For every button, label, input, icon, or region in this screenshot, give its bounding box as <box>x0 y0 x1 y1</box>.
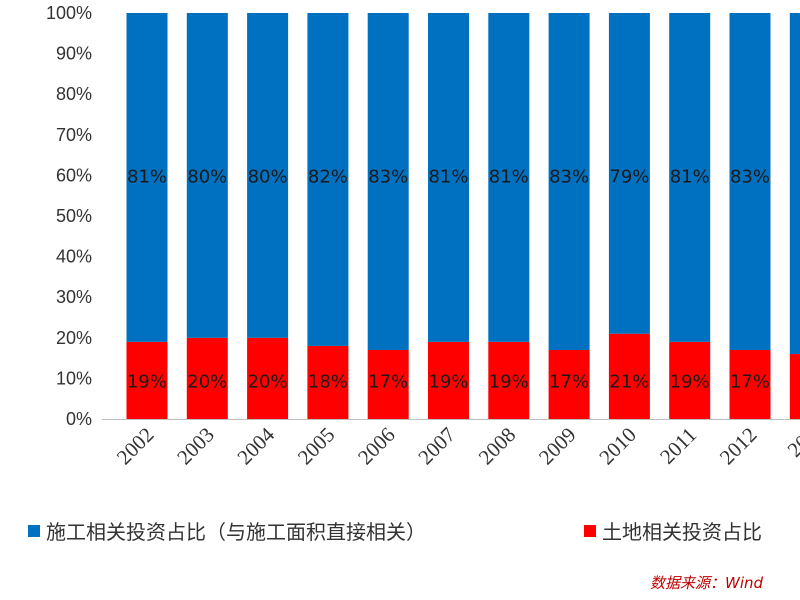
x-tick-label: 2007 <box>413 423 460 470</box>
bar-segment-construction <box>126 13 168 342</box>
data-label-construction: 81% <box>428 166 468 187</box>
x-tick-label: 2003 <box>172 423 219 470</box>
data-label-land: 17% <box>549 371 589 392</box>
legend: 施工相关投资占比（与施工面积直接相关） 土地相关投资占比 <box>10 516 800 556</box>
data-label-construction: 81% <box>127 166 167 187</box>
x-tick-label: 2010 <box>594 423 641 470</box>
y-tick-label: 20% <box>56 328 92 348</box>
x-tick-label: 2011 <box>655 423 701 469</box>
bar-segment-land <box>488 341 530 419</box>
y-tick-label: 70% <box>56 125 92 145</box>
y-axis: 0% 10% 20% 30% 40% 50% 60% 70% 80% 90% 100% <box>46 3 800 429</box>
bar-segment-construction <box>307 13 349 346</box>
bar-segment-land <box>729 349 771 419</box>
x-tick-label: 2006 <box>353 423 400 470</box>
y-tick-label: 90% <box>56 44 92 64</box>
y-tick-label: 0% <box>66 409 92 429</box>
legend-swatch-red <box>584 524 596 537</box>
data-label-land: 19% <box>489 371 529 392</box>
x-tick-label: 2002 <box>112 423 159 470</box>
data-label-land: 18% <box>308 371 348 392</box>
data-label-land: 19% <box>670 371 710 392</box>
legend-label-construction: 施工相关投资占比（与施工面积直接相关） <box>46 520 426 544</box>
y-tick-label: 30% <box>56 287 92 307</box>
x-tick-label: 2008 <box>474 423 521 470</box>
bar-segment-construction <box>548 13 590 350</box>
source-note: 数据来源：Wind <box>650 574 764 592</box>
bar-segment-land <box>367 349 409 419</box>
bar-segment-land <box>428 341 469 419</box>
bar-segment-construction <box>669 13 711 342</box>
data-label-construction: 81% <box>670 166 710 187</box>
y-tick-label: 50% <box>56 206 92 226</box>
x-tick-label: 2004 <box>232 422 279 469</box>
data-label-land: 20% <box>187 371 227 392</box>
bar-segment-land <box>608 333 650 419</box>
bar-segment-land <box>789 354 800 419</box>
x-axis: 2002 2003 2004 2005 2006 2007 2008 2009 2010 2011… <box>112 422 800 469</box>
bar-segment-land <box>186 337 228 419</box>
bar-segment-land <box>307 345 349 419</box>
x-tick-label: 2012 <box>715 423 762 470</box>
bar-segment-land <box>247 337 289 419</box>
data-label-construction: 83% <box>368 166 408 187</box>
bar-segment-construction <box>488 13 530 342</box>
data-labels: 19% 81% 20% 80% 20% 80% 18% 82% 17% 83% 19% 81% 19% 8… <box>127 166 770 392</box>
y-tick-label: 100% <box>46 3 92 23</box>
bar-segment-construction <box>367 13 409 350</box>
y-tick-label: 40% <box>56 247 92 267</box>
data-label-land: 17% <box>368 371 408 392</box>
bar-segment-land <box>669 341 711 419</box>
bar-segment-land <box>548 349 590 419</box>
data-label-land: 21% <box>609 371 649 392</box>
data-label-construction: 82% <box>308 166 348 187</box>
data-label-construction: 81% <box>489 166 529 187</box>
legend-label-land: 土地相关投资占比 <box>602 520 762 544</box>
y-tick-label: 80% <box>56 84 92 104</box>
legend-item-land: 土地相关投资占比 <box>584 516 762 545</box>
data-label-construction: 83% <box>549 166 589 187</box>
data-label-construction: 79% <box>609 166 649 187</box>
bar-segment-construction <box>729 13 771 350</box>
data-label-land: 19% <box>428 371 468 392</box>
legend-swatch-blue <box>28 524 40 537</box>
x-tick-label: 2009 <box>534 423 581 470</box>
bars <box>126 13 800 419</box>
x-tick-label: 201 <box>783 423 800 462</box>
y-tick-label: 60% <box>56 165 92 185</box>
bar-segment-construction <box>186 13 228 338</box>
bar-segment-construction <box>608 13 650 334</box>
bar-segment-construction <box>247 13 289 338</box>
legend-item-construction: 施工相关投资占比（与施工面积直接相关） <box>28 516 426 545</box>
bar-segment-construction <box>428 13 469 342</box>
data-label-land: 19% <box>127 371 167 392</box>
bar-segment-land <box>126 341 168 419</box>
data-label-land: 17% <box>730 371 770 392</box>
data-label-construction: 83% <box>730 166 770 187</box>
bar-segment-construction <box>789 13 800 355</box>
data-label-construction: 80% <box>248 166 288 187</box>
y-tick-label: 10% <box>56 368 92 388</box>
data-label-land: 20% <box>248 371 288 392</box>
x-tick-label: 2005 <box>293 423 340 470</box>
data-label-construction: 80% <box>187 166 227 187</box>
